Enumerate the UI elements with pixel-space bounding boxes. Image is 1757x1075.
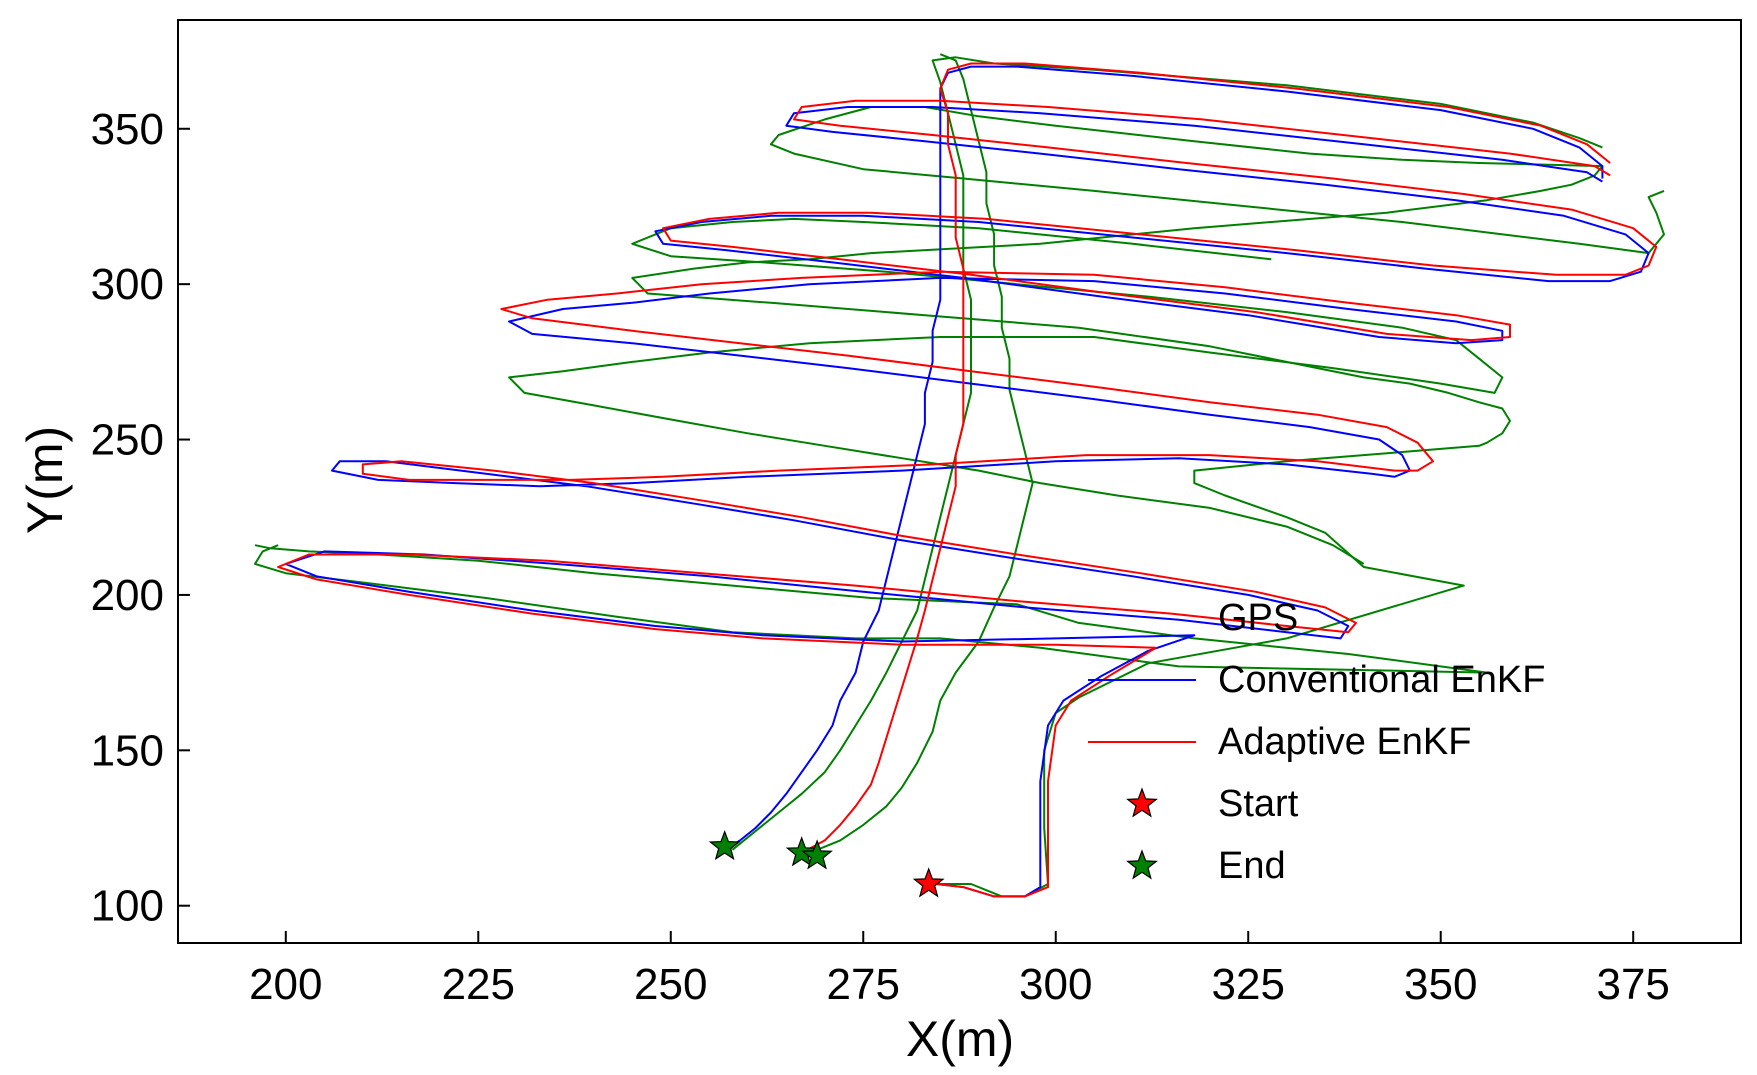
legend-label-conventional-enkf: Conventional EnKF — [1218, 659, 1545, 701]
end-marker-2 — [785, 836, 818, 867]
series-line-gps-0 — [631, 106, 1665, 898]
legend-swatch-end — [1126, 849, 1158, 880]
x-tick-label: 300 — [1019, 960, 1092, 1009]
end-marker-3 — [801, 839, 833, 870]
y-tick-label: 300 — [91, 260, 164, 309]
y-tick-label: 200 — [91, 571, 164, 620]
x-tick-label: 325 — [1212, 960, 1285, 1009]
legend-label-adaptive-enkf: Adaptive EnKF — [1218, 721, 1471, 763]
start-marker-0 — [912, 867, 945, 898]
x-tick-label: 200 — [249, 960, 322, 1009]
series-line-gps-2 — [254, 544, 1488, 674]
legend-label-start: Start — [1218, 783, 1299, 825]
legend-swatch-start — [1126, 787, 1158, 818]
x-tick-label: 350 — [1404, 960, 1477, 1009]
x-tick-label: 250 — [634, 960, 707, 1009]
marker-layer — [708, 829, 945, 898]
legend-label-end: End — [1218, 845, 1286, 887]
y-tick-label: 350 — [91, 105, 164, 154]
series-line-gps-1 — [508, 217, 1504, 565]
x-tick-label: 275 — [827, 960, 900, 1009]
legend-label-gps: GPS — [1218, 597, 1298, 639]
end-marker-1 — [708, 829, 741, 861]
y-tick-label: 250 — [91, 416, 164, 465]
y-axis-title: Y(m) — [17, 426, 73, 534]
series-layer — [254, 53, 1665, 898]
series-line-gps-4 — [809, 53, 1034, 854]
series-line-adaptive-enkf-7 — [277, 99, 1658, 898]
series-line-adaptive-enkf-8 — [801, 62, 1611, 854]
x-axis-title: X(m) — [906, 1011, 1014, 1067]
x-tick-label: 225 — [442, 960, 515, 1009]
tick-layer: 200 225 250 275 300 325 350 375 100 150 200 250 300 3… — [91, 105, 1670, 1009]
series-line-conventional-enkf-6 — [724, 65, 1604, 851]
x-tick-label: 375 — [1596, 960, 1669, 1009]
y-tick-label: 150 — [91, 726, 164, 775]
y-tick-label: 100 — [91, 882, 164, 931]
legend: GPS Conventional EnKF Adaptive EnKF Start En… — [1088, 597, 1545, 887]
